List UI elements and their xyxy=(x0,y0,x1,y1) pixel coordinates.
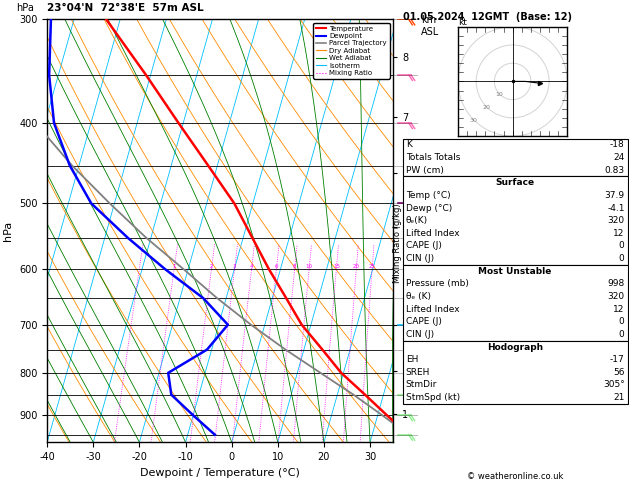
Text: K: K xyxy=(406,140,411,149)
Text: 4: 4 xyxy=(250,264,253,269)
Text: Pressure (mb): Pressure (mb) xyxy=(406,279,469,288)
Text: -4.1: -4.1 xyxy=(607,204,625,212)
Text: 37.9: 37.9 xyxy=(604,191,625,200)
Text: 20: 20 xyxy=(353,264,360,269)
Text: hPa: hPa xyxy=(16,3,34,13)
Text: PW (cm): PW (cm) xyxy=(406,166,443,174)
Legend: Temperature, Dewpoint, Parcel Trajectory, Dry Adiabat, Wet Adiabat, Isotherm, Mi: Temperature, Dewpoint, Parcel Trajectory… xyxy=(313,23,389,79)
Text: CAPE (J): CAPE (J) xyxy=(406,242,442,250)
Text: Totals Totals: Totals Totals xyxy=(406,153,460,162)
Text: 21: 21 xyxy=(613,393,625,402)
Text: -17: -17 xyxy=(610,355,625,364)
Text: kt: kt xyxy=(458,17,467,27)
Text: StmSpd (kt): StmSpd (kt) xyxy=(406,393,460,402)
Text: 0.83: 0.83 xyxy=(604,166,625,174)
Text: 3: 3 xyxy=(233,264,237,269)
Text: 12: 12 xyxy=(613,229,625,238)
Text: Dewp (°C): Dewp (°C) xyxy=(406,204,452,212)
Text: -18: -18 xyxy=(610,140,625,149)
Text: 0: 0 xyxy=(619,254,625,263)
Text: 56: 56 xyxy=(613,368,625,377)
Text: 24: 24 xyxy=(613,153,625,162)
Text: CAPE (J): CAPE (J) xyxy=(406,317,442,326)
Text: StmDir: StmDir xyxy=(406,381,437,389)
Text: 0: 0 xyxy=(619,242,625,250)
Text: © weatheronline.co.uk: © weatheronline.co.uk xyxy=(467,472,564,481)
Text: 305°: 305° xyxy=(603,381,625,389)
Text: 30: 30 xyxy=(469,118,477,123)
Text: Mixing Ratio (g/kg): Mixing Ratio (g/kg) xyxy=(393,203,402,283)
Text: 12: 12 xyxy=(613,305,625,313)
Text: SREH: SREH xyxy=(406,368,430,377)
Text: 20: 20 xyxy=(482,105,491,110)
Text: CIN (J): CIN (J) xyxy=(406,254,434,263)
Text: 0: 0 xyxy=(619,330,625,339)
Text: Lifted Index: Lifted Index xyxy=(406,305,459,313)
Text: 10: 10 xyxy=(496,92,503,97)
Text: Most Unstable: Most Unstable xyxy=(479,267,552,276)
Text: 01.05.2024  12GMT  (Base: 12): 01.05.2024 12GMT (Base: 12) xyxy=(403,12,572,22)
Y-axis label: hPa: hPa xyxy=(3,221,13,241)
Text: 998: 998 xyxy=(608,279,625,288)
Text: 0: 0 xyxy=(619,317,625,326)
Text: Surface: Surface xyxy=(496,178,535,187)
Text: Lifted Index: Lifted Index xyxy=(406,229,459,238)
Text: CIN (J): CIN (J) xyxy=(406,330,434,339)
Text: 6: 6 xyxy=(275,264,278,269)
Text: Temp (°C): Temp (°C) xyxy=(406,191,450,200)
Text: 320: 320 xyxy=(608,216,625,225)
X-axis label: Dewpoint / Temperature (°C): Dewpoint / Temperature (°C) xyxy=(140,468,300,478)
Text: 10: 10 xyxy=(306,264,313,269)
Text: 8: 8 xyxy=(293,264,296,269)
Text: Hodograph: Hodograph xyxy=(487,343,543,351)
Text: 25: 25 xyxy=(369,264,376,269)
Text: 320: 320 xyxy=(608,292,625,301)
Text: 2: 2 xyxy=(209,264,213,269)
Text: 15: 15 xyxy=(333,264,340,269)
Text: θₑ (K): θₑ (K) xyxy=(406,292,431,301)
Y-axis label: km
ASL: km ASL xyxy=(421,15,439,37)
Text: 23°04'N  72°38'E  57m ASL: 23°04'N 72°38'E 57m ASL xyxy=(47,3,204,13)
Text: EH: EH xyxy=(406,355,418,364)
Text: θₑ(K): θₑ(K) xyxy=(406,216,428,225)
Text: 1: 1 xyxy=(172,264,176,269)
